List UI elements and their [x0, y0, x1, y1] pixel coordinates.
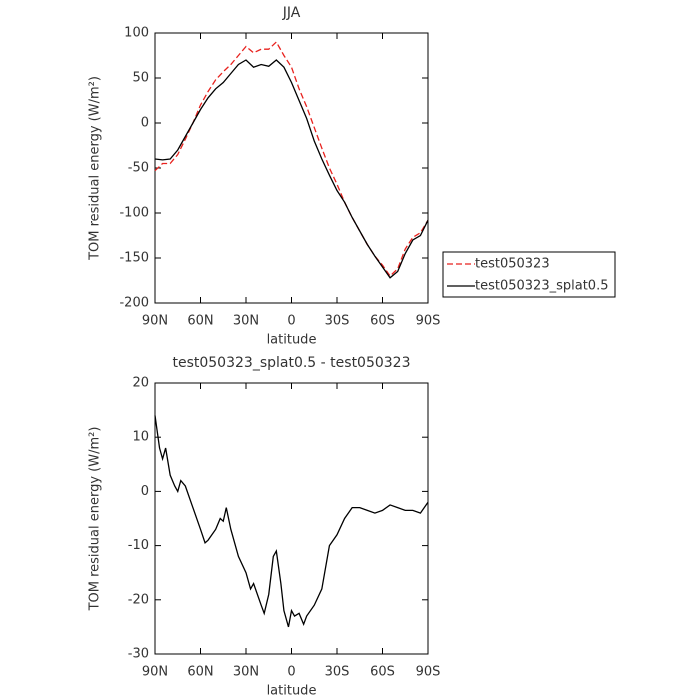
y-axis-label: TOM residual energy (W/m²)	[88, 427, 103, 612]
chart-title: test050323_splat0.5 - test050323	[172, 355, 410, 371]
y-tick-label: -10	[128, 538, 149, 553]
x-tick-label: 90N	[142, 314, 168, 329]
series-line	[154, 415, 429, 628]
x-axis-label: latitude	[267, 333, 317, 348]
x-tick-label: 60N	[187, 314, 213, 329]
y-tick-label: 50	[132, 71, 149, 86]
x-axis-label: latitude	[267, 684, 317, 699]
y-axis-label: TOM residual energy (W/m²)	[88, 76, 103, 261]
y-tick-label: 10	[132, 430, 149, 445]
x-tick-label: 60N	[187, 665, 213, 680]
x-tick-label: 0	[287, 314, 295, 329]
y-tick-label: 100	[124, 26, 149, 41]
legend-label: test050323	[475, 257, 550, 272]
x-tick-label: 30N	[233, 665, 259, 680]
x-tick-label: 30S	[325, 665, 350, 680]
y-tick-label: 0	[141, 484, 149, 499]
x-tick-label: 30N	[233, 314, 259, 329]
series-line	[154, 59, 429, 279]
x-tick-label: 90N	[142, 665, 168, 680]
y-tick-label: 20	[132, 376, 149, 391]
x-tick-label: 90S	[416, 665, 441, 680]
y-tick-label: -100	[119, 206, 149, 221]
y-tick-label: -30	[128, 647, 149, 662]
legend-label: test050323_splat0.5	[475, 279, 608, 294]
x-tick-label: 60S	[370, 665, 395, 680]
legend-box	[442, 251, 616, 298]
series-line	[154, 40, 429, 277]
x-tick-label: 90S	[416, 314, 441, 329]
y-tick-label: -150	[119, 251, 149, 266]
plot-frame	[154, 32, 429, 304]
y-tick-label: -20	[128, 592, 149, 607]
y-tick-label: 0	[141, 116, 149, 131]
x-tick-label: 0	[287, 665, 295, 680]
x-tick-label: 60S	[370, 314, 395, 329]
y-tick-label: -50	[128, 161, 149, 176]
chart-title: JJA	[282, 5, 301, 21]
y-tick-label: -200	[119, 296, 149, 311]
x-tick-label: 30S	[325, 314, 350, 329]
